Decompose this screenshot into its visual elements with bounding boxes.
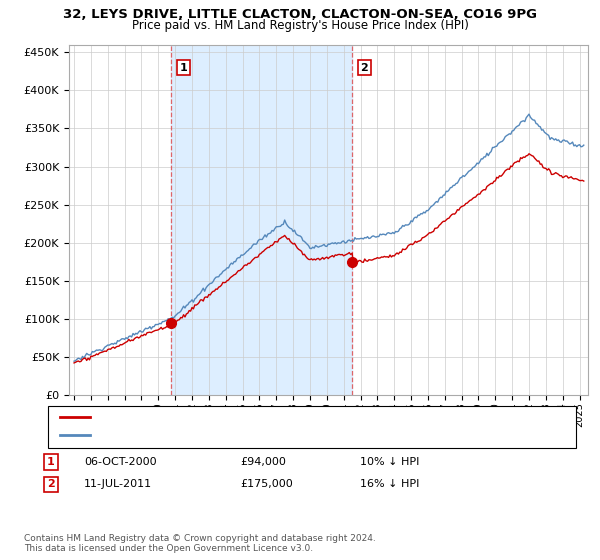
Text: 2: 2 bbox=[361, 63, 368, 73]
Text: 1: 1 bbox=[47, 457, 55, 467]
Text: £94,000: £94,000 bbox=[240, 457, 286, 467]
Text: HPI: Average price, detached house, Tendring: HPI: Average price, detached house, Tend… bbox=[96, 430, 334, 440]
Text: 32, LEYS DRIVE, LITTLE CLACTON, CLACTON-ON-SEA, CO16 9PG (detached house): 32, LEYS DRIVE, LITTLE CLACTON, CLACTON-… bbox=[96, 412, 524, 422]
Text: 16% ↓ HPI: 16% ↓ HPI bbox=[360, 479, 419, 489]
Bar bbox=[171, 45, 352, 395]
Text: 11-JUL-2011: 11-JUL-2011 bbox=[84, 479, 152, 489]
Text: 1: 1 bbox=[179, 63, 187, 73]
Text: 32, LEYS DRIVE, LITTLE CLACTON, CLACTON-ON-SEA, CO16 9PG: 32, LEYS DRIVE, LITTLE CLACTON, CLACTON-… bbox=[63, 8, 537, 21]
Text: Price paid vs. HM Land Registry's House Price Index (HPI): Price paid vs. HM Land Registry's House … bbox=[131, 19, 469, 32]
Text: 10% ↓ HPI: 10% ↓ HPI bbox=[360, 457, 419, 467]
Text: £175,000: £175,000 bbox=[240, 479, 293, 489]
Text: 2: 2 bbox=[47, 479, 55, 489]
Text: Contains HM Land Registry data © Crown copyright and database right 2024.
This d: Contains HM Land Registry data © Crown c… bbox=[24, 534, 376, 553]
Text: 06-OCT-2000: 06-OCT-2000 bbox=[84, 457, 157, 467]
